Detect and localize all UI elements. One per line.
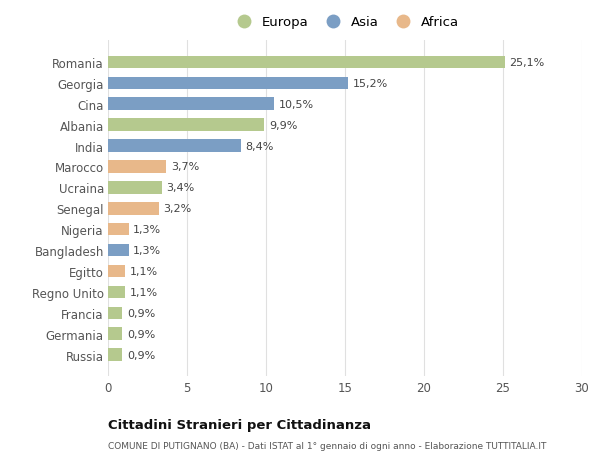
Bar: [108, 119, 265, 132]
Bar: [108, 202, 158, 215]
Bar: [108, 286, 125, 298]
Text: 0,9%: 0,9%: [127, 308, 155, 318]
Text: 1,3%: 1,3%: [133, 225, 161, 235]
Text: 8,4%: 8,4%: [245, 141, 274, 151]
Text: 25,1%: 25,1%: [509, 58, 545, 68]
Text: 9,9%: 9,9%: [269, 120, 298, 130]
Text: 3,2%: 3,2%: [163, 204, 191, 214]
Bar: [108, 224, 128, 236]
Text: COMUNE DI PUTIGNANO (BA) - Dati ISTAT al 1° gennaio di ogni anno - Elaborazione : COMUNE DI PUTIGNANO (BA) - Dati ISTAT al…: [108, 441, 547, 450]
Text: 10,5%: 10,5%: [278, 100, 314, 110]
Bar: [108, 307, 122, 319]
Text: 0,9%: 0,9%: [127, 350, 155, 360]
Text: 3,4%: 3,4%: [166, 183, 195, 193]
Bar: [108, 349, 122, 361]
Text: 0,9%: 0,9%: [127, 329, 155, 339]
Bar: [108, 56, 505, 69]
Bar: [108, 328, 122, 340]
Text: 15,2%: 15,2%: [353, 78, 388, 89]
Bar: [108, 265, 125, 278]
Bar: [108, 98, 274, 111]
Text: 3,7%: 3,7%: [171, 162, 199, 172]
Text: 1,1%: 1,1%: [130, 266, 158, 276]
Text: 1,3%: 1,3%: [133, 246, 161, 256]
Text: Cittadini Stranieri per Cittadinanza: Cittadini Stranieri per Cittadinanza: [108, 418, 371, 431]
Bar: [108, 161, 166, 174]
Text: 1,1%: 1,1%: [130, 287, 158, 297]
Bar: [108, 140, 241, 152]
Bar: [108, 182, 162, 194]
Bar: [108, 78, 348, 90]
Legend: Europa, Asia, Africa: Europa, Asia, Africa: [225, 11, 465, 34]
Bar: [108, 244, 128, 257]
